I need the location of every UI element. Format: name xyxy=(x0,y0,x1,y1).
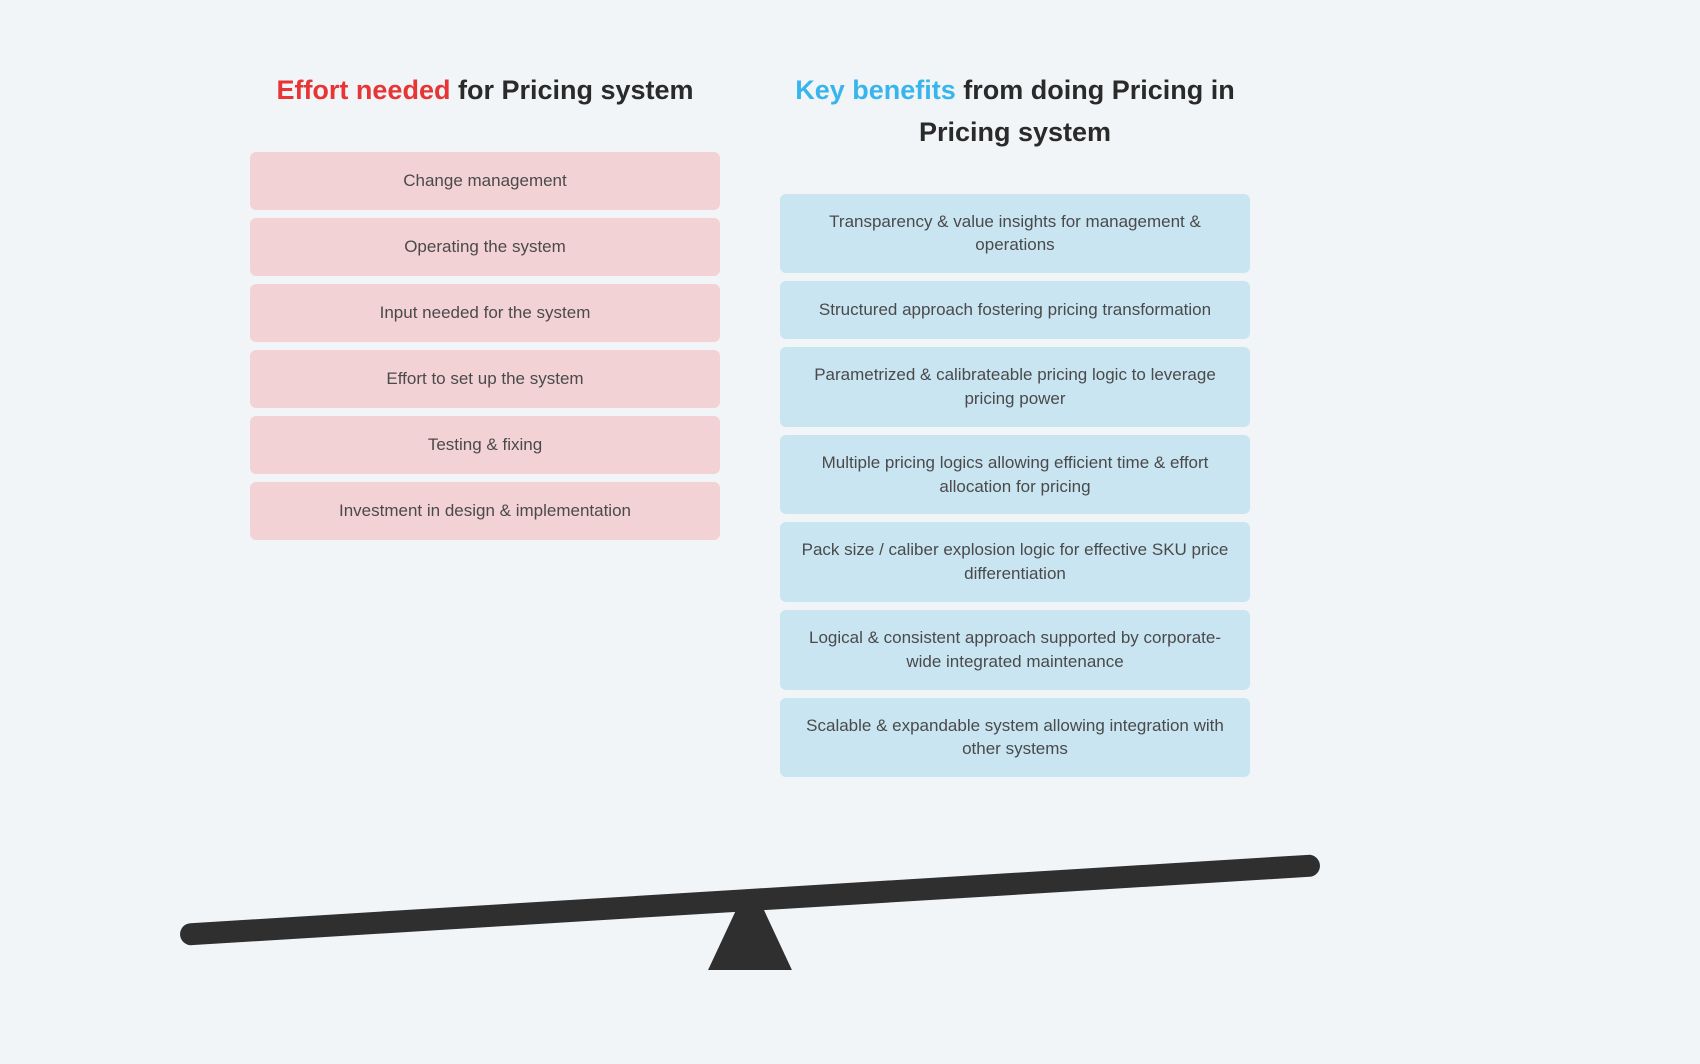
pill-item: Investment in design & implementation xyxy=(250,482,720,540)
pill-item: Change management xyxy=(250,152,720,210)
right-heading-rest: from doing Pricing in Pricing system xyxy=(919,75,1235,147)
pill-item: Pack size / caliber explosion logic for … xyxy=(780,522,1250,602)
left-column: Effort needed for Pricing system Change … xyxy=(250,70,720,777)
right-heading-highlight: Key benefits xyxy=(795,75,956,105)
left-heading-highlight: Effort needed xyxy=(276,75,450,105)
pill-item: Testing & fixing xyxy=(250,416,720,474)
seesaw-icon xyxy=(150,750,1350,970)
pill-item: Operating the system xyxy=(250,218,720,276)
pill-item: Effort to set up the system xyxy=(250,350,720,408)
pill-item: Structured approach fostering pricing tr… xyxy=(780,281,1250,339)
left-pills: Change management Operating the system Inp… xyxy=(250,152,720,540)
pill-item: Input needed for the system xyxy=(250,284,720,342)
left-heading-rest: for Pricing system xyxy=(450,75,693,105)
pill-item: Transparency & value insights for manage… xyxy=(780,194,1250,274)
pill-item: Multiple pricing logics allowing efficie… xyxy=(780,435,1250,515)
comparison-container: Effort needed for Pricing system Change … xyxy=(0,0,1500,777)
right-column: Key benefits from doing Pricing in Prici… xyxy=(780,70,1250,777)
pill-item: Logical & consistent approach supported … xyxy=(780,610,1250,690)
right-pills: Transparency & value insights for manage… xyxy=(780,194,1250,778)
right-heading: Key benefits from doing Pricing in Prici… xyxy=(780,70,1250,154)
left-heading: Effort needed for Pricing system xyxy=(276,70,693,112)
pill-item: Parametrized & calibrateable pricing log… xyxy=(780,347,1250,427)
